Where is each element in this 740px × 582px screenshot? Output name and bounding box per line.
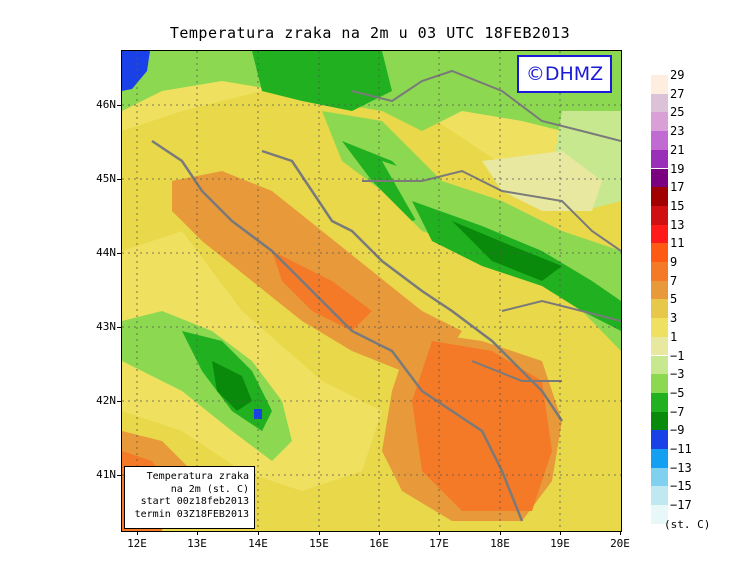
legend-swatch [651, 336, 668, 356]
lon-label: 15E [309, 537, 329, 550]
legend-label: −3 [670, 367, 685, 382]
legend-label: 23 [670, 124, 685, 139]
info-line: termin 03Z18FEB2013 [134, 508, 249, 520]
legend-swatch [651, 280, 668, 300]
legend-label: 11 [670, 236, 685, 251]
info-line: start 00z18feb2013 [140, 496, 249, 507]
lon-tick [439, 531, 440, 535]
legend-label: −11 [670, 442, 692, 456]
lon-tick [379, 531, 380, 535]
lat-tick [117, 105, 121, 106]
legend-swatch [651, 449, 668, 468]
lon-label: 14E [248, 537, 268, 550]
legend-label: 19 [670, 161, 685, 176]
legend-label: 3 [670, 311, 678, 326]
legend-label: −7 [670, 404, 685, 419]
legend-label: 1 [670, 329, 678, 344]
legend-swatch [651, 112, 668, 132]
legend-label: 7 [670, 273, 678, 288]
legend-swatch [651, 411, 668, 431]
temperature-field [122, 51, 621, 531]
legend-label: −1 [670, 348, 685, 363]
lat-label: 45N [96, 172, 116, 185]
legend-swatch [651, 505, 668, 524]
lon-label: 19E [550, 537, 570, 550]
lon-tick [258, 531, 259, 535]
legend-swatch [651, 75, 668, 94]
legend-label: 9 [670, 255, 678, 269]
lon-tick [500, 531, 501, 535]
lon-label: 13E [187, 537, 207, 550]
legend-label: 13 [670, 217, 685, 232]
legend-label: −9 [670, 423, 685, 438]
legend-swatch [651, 243, 668, 262]
legend-swatch [651, 299, 668, 319]
legend-swatch [651, 131, 668, 150]
temperature-map: ©DHMZ Temperatura zraka na 2m (st. C) st… [121, 50, 622, 532]
legend-swatch [651, 149, 668, 169]
legend-swatch [651, 187, 668, 206]
lat-tick [117, 475, 121, 476]
legend-label: 25 [670, 105, 685, 120]
lat-tick [117, 179, 121, 180]
lon-label: 12E [127, 537, 147, 550]
lat-tick [117, 401, 121, 402]
legend-label: 17 [670, 180, 685, 195]
map-title: Temperatura zraka na 2m u 03 UTC 18FEB20… [169, 24, 571, 42]
legend-label: 15 [670, 198, 685, 213]
legend-label: −13 [670, 460, 692, 475]
legend-swatch [651, 486, 668, 506]
legend-swatch [651, 262, 668, 281]
legend-label: 5 [670, 292, 678, 307]
lat-label: 42N [96, 394, 116, 407]
lat-label: 44N [96, 246, 116, 259]
lon-tick [197, 531, 198, 535]
lon-label: 16E [369, 537, 389, 550]
legend-swatch [651, 355, 668, 375]
lon-label: 20E [610, 537, 630, 550]
legend-label: 29 [670, 68, 685, 82]
info-line: na 2m (st. C) [170, 483, 249, 495]
lat-label: 41N [96, 468, 116, 481]
lat-tick [117, 253, 121, 254]
lon-tick [137, 531, 138, 535]
legend-label: −5 [670, 385, 685, 400]
lat-label: 43N [96, 320, 116, 333]
lon-tick [620, 531, 621, 535]
legend-swatch [651, 318, 668, 337]
legend-label: 21 [670, 142, 685, 157]
legend-swatch [651, 374, 668, 393]
legend-swatch [651, 430, 668, 449]
legend-swatch [651, 224, 668, 244]
lon-tick [560, 531, 561, 535]
lon-label: 18E [490, 537, 510, 550]
legend-swatch [651, 467, 668, 487]
legend-swatch [651, 168, 668, 188]
lon-label: 17E [429, 537, 449, 550]
legend-unit: (st. C) [664, 518, 711, 531]
legend-label: 27 [670, 86, 685, 101]
legend-swatch [651, 93, 668, 113]
legend-swatch [651, 205, 668, 225]
info-box: Temperatura zraka na 2m (st. C) start 00… [124, 466, 255, 529]
lat-label: 46N [96, 98, 116, 111]
legend-label: −17 [670, 498, 692, 513]
lon-tick [319, 531, 320, 535]
legend-swatch [651, 392, 668, 412]
dhmz-credit: ©DHMZ [517, 55, 612, 93]
legend-label: −15 [670, 479, 692, 494]
info-line: Temperatura zraka [146, 471, 249, 482]
lat-tick [117, 327, 121, 328]
